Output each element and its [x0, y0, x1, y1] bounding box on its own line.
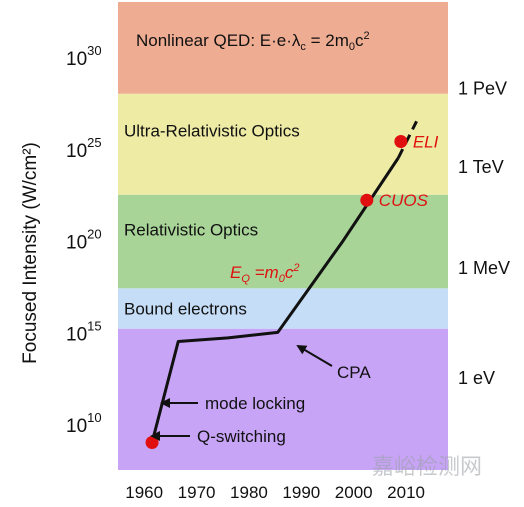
cpa-annotation: CPA	[296, 344, 371, 382]
x-tick-label-0: 1960	[125, 483, 163, 502]
milestone-point-2	[394, 134, 408, 148]
band-4	[118, 2, 448, 94]
cpa-label: CPA	[337, 363, 371, 382]
band-2	[118, 194, 448, 289]
band-label-1: Bound electrons	[124, 299, 247, 318]
y-tick-label-1: 1015	[66, 318, 102, 345]
regime-bands	[118, 2, 448, 470]
x-tick-label-1: 1970	[178, 483, 216, 502]
equation-label: EQ =m0c2	[230, 262, 299, 285]
energy-label-1: 1 TeV	[458, 157, 504, 177]
x-tick-label-5: 2010	[387, 483, 425, 502]
milestone-label-1: CUOS	[379, 191, 429, 210]
x-tick-label-2: 1980	[230, 483, 268, 502]
y-tick-label-0: 1010	[66, 410, 102, 437]
milestone-point-0	[145, 435, 159, 449]
mode-locking-label: mode locking	[205, 394, 305, 413]
band-label-3: Ultra-Relativistic Optics	[124, 121, 300, 140]
x-tick-label-4: 2000	[335, 483, 373, 502]
energy-label-0: 1 PeV	[458, 78, 507, 98]
milestone-point-1	[360, 193, 374, 207]
y-axis-label: Focused Intensity (W/cm²)	[20, 142, 41, 364]
regime-band-labels: Bound electrons Relativistic Optics Ultra-…	[124, 121, 300, 318]
x-axis-tick-labels: 1960 1970 1980 1990 2000 2010	[125, 483, 425, 502]
energy-scale-labels: 1 PeV 1 TeV 1 MeV 1 eV	[458, 78, 510, 388]
y-axis-tick-labels: 1010 1015 1020 1025 1030	[66, 43, 102, 437]
milestone-label-2: ELI	[413, 132, 439, 151]
series-line-1	[396, 120, 418, 159]
energy-label-2: 1 MeV	[458, 258, 510, 278]
mode-locking-annotation: mode locking	[160, 394, 305, 413]
energy-label-3: 1 eV	[458, 368, 495, 388]
x-tick-label-3: 1990	[282, 483, 320, 502]
band-3	[118, 93, 448, 195]
band-0	[118, 328, 448, 470]
qed-band-label: Nonlinear QED: E·e·λc = 2m0c2	[136, 30, 370, 53]
band-1	[118, 288, 448, 329]
q-switching-label: Q-switching	[197, 427, 286, 446]
band-label-2: Relativistic Optics	[124, 221, 258, 240]
y-tick-label-2: 1020	[66, 227, 102, 254]
q-switching-annotation: Q-switching	[150, 427, 286, 446]
y-tick-label-3: 1025	[66, 135, 102, 162]
y-tick-label-4: 1030	[66, 43, 102, 70]
cpa-arrow	[296, 344, 333, 367]
watermark: 嘉峪检测网	[372, 454, 482, 479]
